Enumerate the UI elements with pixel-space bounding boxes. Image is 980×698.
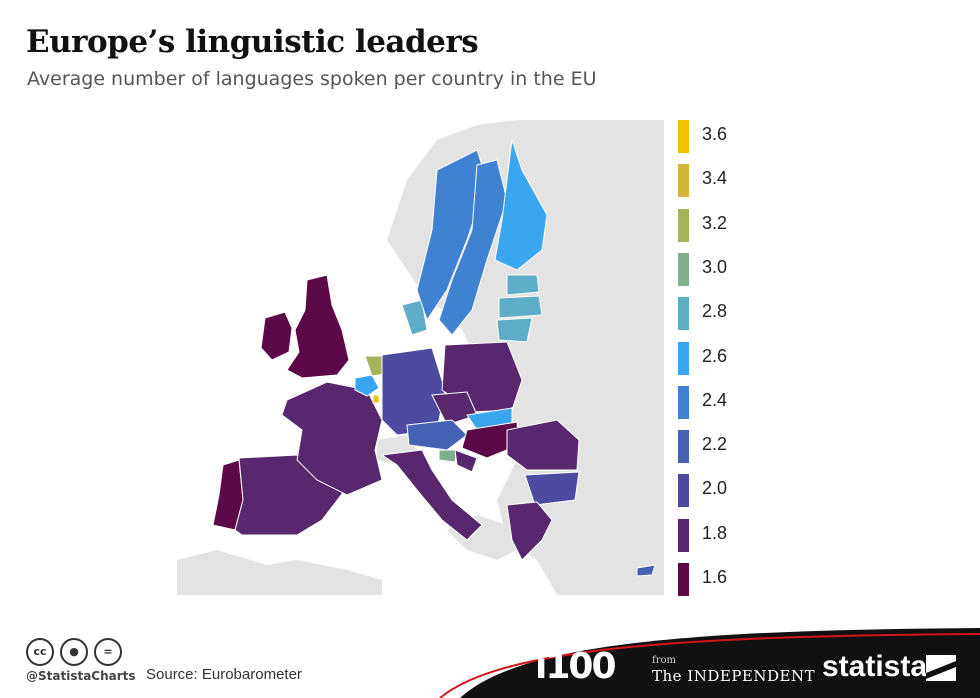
- legend-item-2-8: 2.8: [678, 297, 768, 331]
- legend-swatch: [678, 474, 689, 508]
- legend-swatch: [678, 341, 689, 375]
- legend-item-2-0: 2.0: [678, 474, 768, 508]
- legend-label: 2.0: [702, 478, 728, 499]
- legend-swatch: [678, 252, 689, 286]
- legend-swatch: [678, 297, 689, 331]
- footer-band: [0, 628, 980, 698]
- region-hungary: [461, 421, 520, 459]
- region-luxembourg: [372, 394, 380, 404]
- legend-item-3-2: 3.2: [678, 208, 768, 242]
- statista-mark-icon: [926, 655, 956, 681]
- source-note: Source: Eurobarometer: [146, 666, 302, 683]
- legend-item-2-2: 2.2: [678, 430, 768, 464]
- region-norway: [416, 149, 488, 322]
- region-cyprus: [636, 564, 656, 577]
- region-sweden: [438, 159, 508, 336]
- legend-item-3-6: 3.6: [678, 120, 768, 153]
- legend-swatch: [678, 385, 689, 419]
- region-croatia: [454, 449, 478, 473]
- legend-swatch: [678, 563, 689, 596]
- region-italy: [380, 449, 483, 541]
- legend-item-3-4: 3.4: [678, 164, 768, 198]
- region-greece: [506, 501, 553, 561]
- legend-label: 3.2: [702, 212, 728, 233]
- legend-label: 2.4: [702, 389, 728, 410]
- legend-label: 1.8: [702, 522, 728, 543]
- statista-logo[interactable]: statista: [822, 650, 928, 683]
- independent-logo[interactable]: The INDEPENDENT: [652, 667, 816, 685]
- legend-item-3-0: 3.0: [678, 252, 768, 286]
- legend-item-2-6: 2.6: [678, 341, 768, 375]
- region-romania: [506, 419, 580, 471]
- cc-icon: cc: [26, 638, 54, 666]
- legend-label: 3.4: [702, 168, 728, 189]
- nd-icon: =: [94, 638, 122, 666]
- legend-label: 3.0: [702, 256, 728, 277]
- legend-label: 2.6: [702, 345, 728, 366]
- legend-label: 2.2: [702, 434, 728, 455]
- region-latvia: [498, 295, 543, 319]
- region-belgium: [354, 374, 380, 397]
- region-denmark: [401, 299, 428, 336]
- chart-title: Europe’s linguistic leaders: [26, 24, 479, 60]
- region-ireland: [260, 311, 293, 361]
- legend-swatch: [678, 120, 689, 153]
- color-legend: 3.6 3.4 3.2 3.0 2.8 2.6 2.4 2.2 2.0 1.8 1.6: [678, 120, 768, 600]
- legend-item-2-4: 2.4: [678, 385, 768, 419]
- chart-subtitle: Average number of languages spoken per c…: [27, 68, 597, 90]
- from-label: from: [652, 655, 676, 666]
- legend-swatch: [678, 208, 689, 242]
- legend-label: 3.6: [702, 124, 728, 144]
- legend-label: 1.6: [702, 567, 728, 587]
- legend-swatch: [678, 430, 689, 464]
- by-icon: ●: [60, 638, 88, 666]
- europe-map: [177, 120, 664, 595]
- region-united-kingdom: [286, 274, 350, 379]
- legend-label: 2.8: [702, 301, 728, 322]
- legend-item-1-6: 1.6: [678, 563, 768, 596]
- region-austria: [406, 419, 468, 451]
- legend-swatch: [678, 518, 689, 552]
- region-bulgaria: [524, 471, 580, 506]
- region-estonia: [506, 274, 540, 296]
- region-lithuania: [496, 317, 533, 343]
- region-slovenia: [438, 449, 458, 463]
- i100-logo[interactable]: i100: [535, 646, 616, 687]
- statista-handle: @StatistaCharts: [26, 669, 136, 683]
- legend-item-1-8: 1.8: [678, 518, 768, 552]
- region-finland: [494, 139, 548, 271]
- legend-swatch: [678, 164, 689, 198]
